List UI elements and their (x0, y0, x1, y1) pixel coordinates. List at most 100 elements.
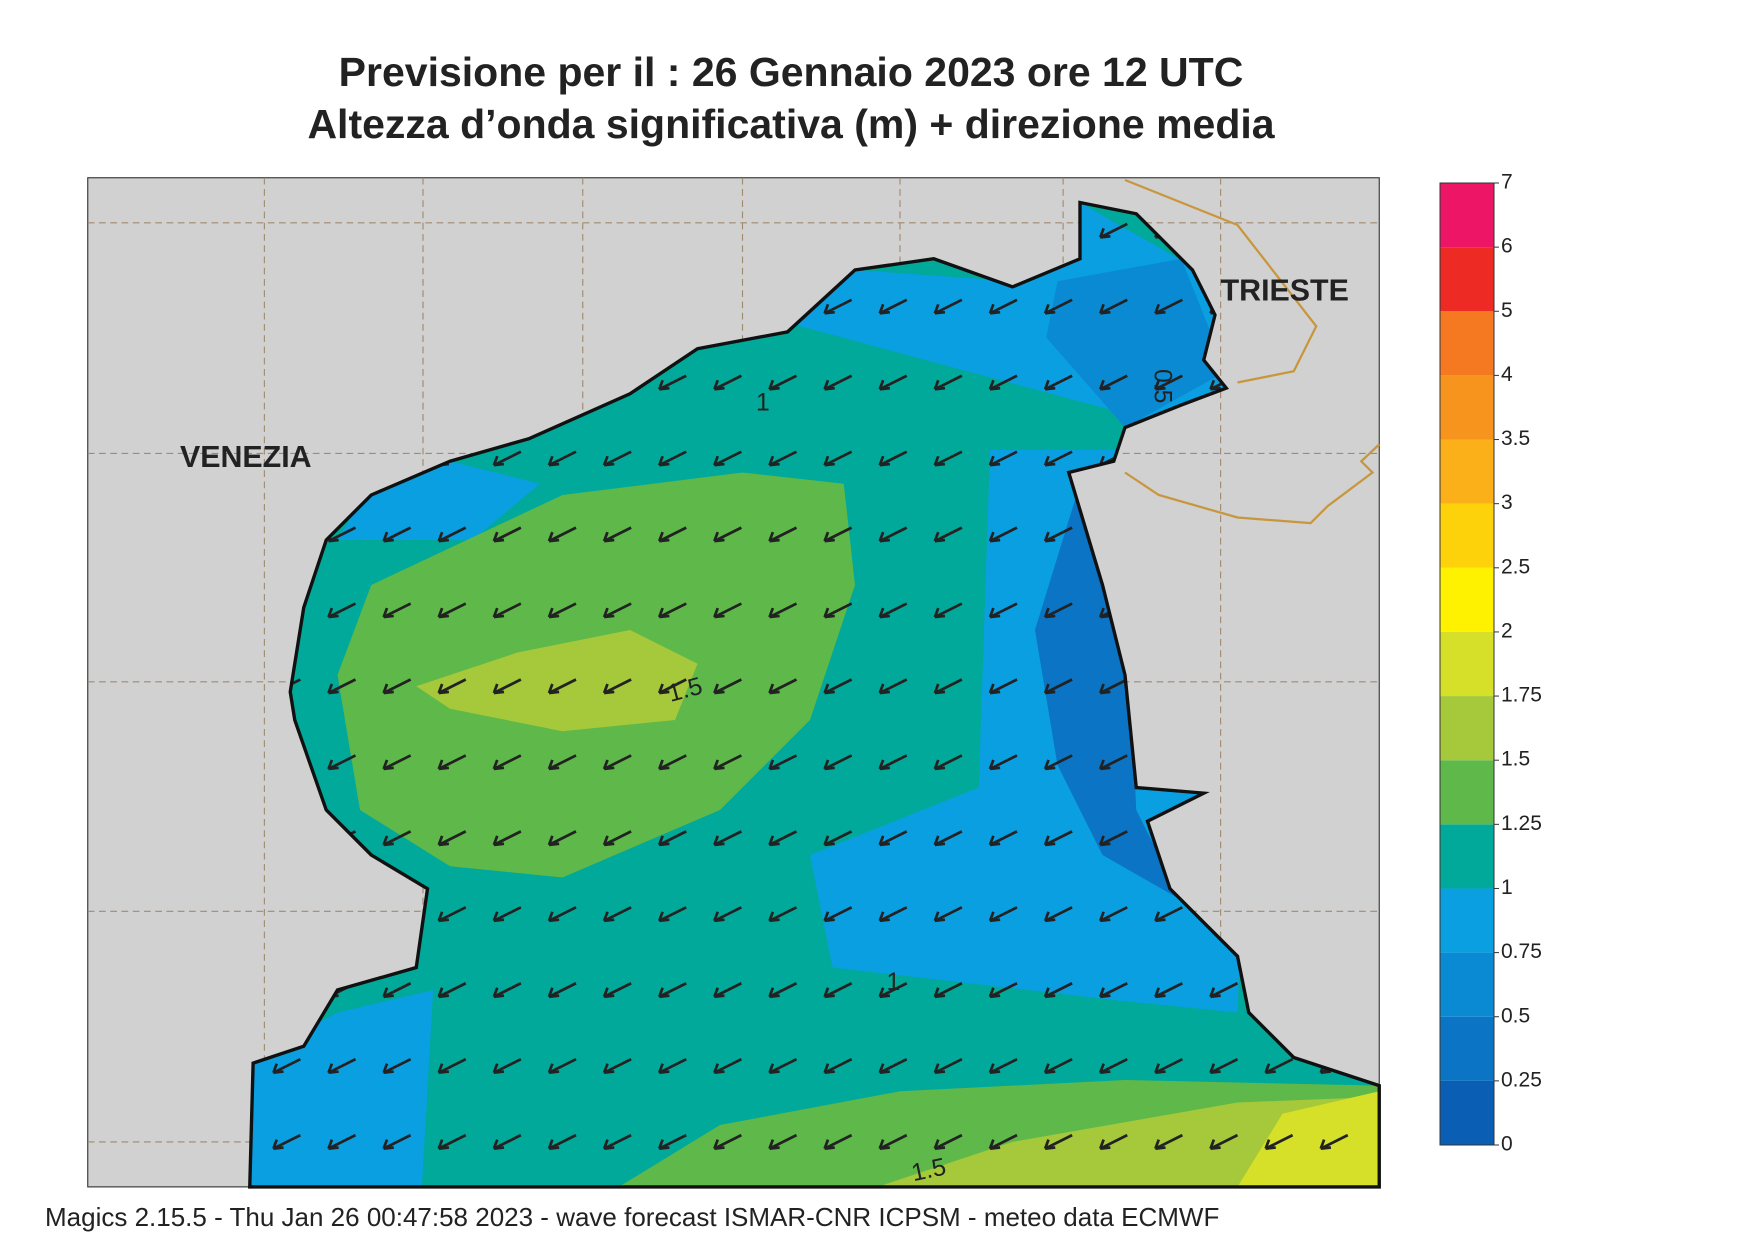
direction-arrow (1043, 602, 1073, 619)
contour-label: 0.5 (1148, 369, 1175, 403)
direction-arrow (988, 678, 1018, 695)
direction-arrow (1209, 982, 1239, 999)
direction-arrow (1043, 678, 1073, 695)
place-label: VENEZIA (180, 441, 312, 474)
direction-arrow (492, 678, 522, 695)
colorbar-band (1440, 824, 1494, 889)
colorbar-band (1440, 375, 1494, 440)
direction-arrow (878, 1133, 908, 1150)
direction-arrow (933, 1133, 963, 1150)
direction-arrow (1264, 1133, 1294, 1150)
subtitle: Altezza d’onda significativa (m) + direz… (307, 101, 1275, 147)
direction-arrow (547, 1133, 577, 1150)
colorbar-label: 0.25 (1501, 1068, 1542, 1091)
direction-arrow (547, 830, 577, 847)
direction-arrow (1154, 1133, 1183, 1150)
direction-arrow (1098, 754, 1128, 771)
direction-arrow (933, 526, 963, 543)
direction-arrow (382, 1057, 412, 1075)
direction-arrow (823, 602, 853, 619)
direction-arrow (547, 602, 577, 619)
direction-arrow (933, 450, 963, 467)
colorbar: 0 0.25 0.5 0.75 1 1.25 1.5 1.75 2 2.5 3 3.5 4 5 6 7 (1439, 171, 1542, 1156)
direction-arrow (492, 754, 522, 771)
direction-arrow (437, 526, 467, 543)
direction-arrow (1043, 374, 1073, 391)
direction-arrow (547, 982, 577, 999)
direction-arrow (602, 450, 632, 467)
direction-arrow (988, 982, 1018, 999)
colorbar-band (1440, 696, 1494, 761)
place-label: TRIESTE (1221, 274, 1349, 307)
direction-arrow (437, 1057, 467, 1075)
direction-arrow (878, 754, 908, 771)
direction-arrow (768, 678, 798, 695)
colorbar-label: 1.75 (1501, 684, 1542, 707)
direction-arrow (437, 678, 467, 695)
direction-arrow (823, 678, 853, 695)
direction-arrow (933, 374, 963, 391)
direction-arrow (988, 830, 1018, 847)
colorbar-band (1440, 760, 1494, 825)
direction-arrow (602, 1057, 632, 1075)
direction-arrow (1154, 298, 1183, 315)
direction-arrow (382, 678, 412, 695)
colorbar-label: 0 (1501, 1133, 1513, 1156)
colorbar-label: 1 (1501, 876, 1513, 899)
direction-arrow (1098, 982, 1128, 999)
direction-arrow (823, 906, 853, 923)
colorbar-band (1440, 503, 1494, 568)
direction-arrow (602, 982, 632, 999)
direction-arrow (713, 906, 742, 923)
direction-arrow (1043, 1133, 1073, 1150)
direction-arrow (823, 374, 853, 391)
direction-arrow (878, 298, 908, 315)
direction-arrow (547, 1057, 577, 1075)
direction-arrow (437, 830, 467, 847)
contour-label: 1 (756, 390, 770, 417)
direction-arrow (657, 982, 687, 999)
colorbar-label: 6 (1501, 235, 1513, 258)
direction-arrow (382, 830, 412, 847)
direction-arrow (602, 678, 632, 695)
direction-arrow (327, 678, 357, 695)
direction-arrow (823, 298, 853, 315)
direction-arrow (878, 906, 908, 923)
direction-arrow (1043, 982, 1073, 999)
colorbar-frame (1439, 182, 1495, 1146)
direction-arrow (713, 526, 742, 543)
direction-arrow (657, 450, 687, 467)
direction-arrow (492, 1057, 522, 1075)
colorbar-label: 4 (1501, 363, 1513, 386)
direction-arrow (657, 1133, 687, 1150)
direction-arrow (988, 298, 1018, 315)
direction-arrow (657, 526, 687, 543)
colorbar-label: 2.5 (1501, 555, 1530, 578)
direction-arrow (1154, 1057, 1183, 1075)
direction-arrow (1154, 982, 1183, 999)
contour-labels: 1 1.5 0.5 1 1.5 (665, 369, 1175, 1187)
direction-arrow (878, 830, 908, 847)
direction-arrow (768, 754, 798, 771)
direction-arrow (1098, 1133, 1128, 1150)
direction-arrow (327, 754, 357, 771)
direction-arrow (657, 678, 687, 695)
direction-arrow (657, 754, 687, 771)
direction-arrow (327, 1057, 357, 1075)
direction-arrow (768, 1133, 798, 1150)
colorbar-label: 3.5 (1501, 427, 1530, 450)
direction-arrow (547, 526, 577, 543)
colorbar-label: 3 (1501, 491, 1513, 514)
direction-arrow (1209, 1133, 1239, 1150)
direction-arrow (1098, 830, 1128, 847)
direction-arrow (602, 830, 632, 847)
direction-arrow (657, 374, 687, 391)
direction-arrow (602, 526, 632, 543)
direction-arrow (272, 1057, 301, 1075)
direction-arrow (878, 678, 908, 695)
direction-arrow (382, 526, 412, 543)
direction-arrow (768, 982, 798, 999)
direction-arrow (878, 1057, 908, 1075)
direction-arrow (933, 754, 963, 771)
direction-arrow (547, 450, 577, 467)
